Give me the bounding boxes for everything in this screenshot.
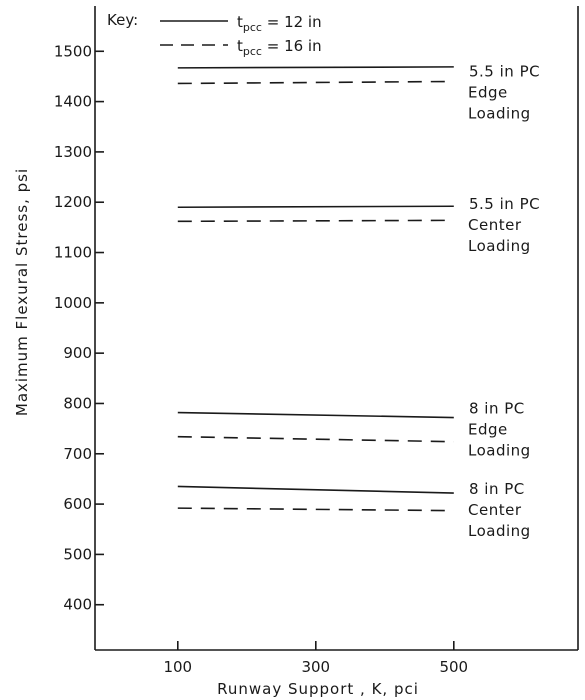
annotation-line: 8 in PC (469, 400, 525, 418)
y-tick-label: 600 (63, 495, 92, 513)
y-axis-ticks: 400 500 600 700 800 900 1000 1100 1200 1300 1400 15… (54, 42, 104, 614)
y-tick-label: 1000 (54, 294, 92, 312)
y-tick-label: 900 (63, 344, 92, 362)
dashed-series-line (177, 219, 454, 223)
dashed-series-line (177, 507, 454, 512)
curve-annotation: 5.5 in PC Edge Loading (468, 62, 540, 122)
y-tick-label: 1500 (54, 42, 92, 60)
solid-series-line (177, 205, 454, 209)
y-tick-label: 1200 (54, 193, 92, 211)
solid-series-line (177, 485, 454, 494)
annotation-line: 8 in PC (469, 480, 525, 498)
dashed-series-line (177, 435, 454, 443)
solid-series-line (177, 411, 454, 419)
x-tick-label: 100 (163, 658, 192, 676)
y-axis-title: Maximum Flexural Stress, psi (13, 168, 31, 416)
y-tick-label: 400 (63, 596, 92, 614)
y-tick-label: 1400 (54, 93, 92, 111)
x-axis-title: Runway Support , K, pci (217, 680, 419, 698)
annotation-line: Loading (468, 442, 531, 460)
dashed-series-line (177, 80, 454, 85)
x-axis-ticks: 100 300 500 (163, 641, 468, 676)
curve-annotation: 5.5 in PC Center Loading (468, 195, 540, 255)
y-tick-label: 800 (63, 394, 92, 412)
y-tick-label: 500 (63, 545, 92, 563)
x-tick-label: 500 (439, 658, 468, 676)
annotation-line: Loading (468, 237, 531, 255)
plot-frame (94, 6, 579, 651)
curve-annotation: 8 in PC Edge Loading (468, 400, 531, 460)
curve-annotation: 8 in PC Center Loading (468, 480, 531, 540)
legend-title: Key: (107, 11, 138, 29)
annotation-line: Center (468, 501, 522, 519)
y-tick-label: 1100 (54, 244, 92, 262)
x-tick-label: 300 (301, 658, 330, 676)
legend-label: tpcc = 16 in (237, 37, 322, 58)
annotation-line: Center (468, 216, 522, 234)
annotation-line: 5.5 in PC (469, 195, 540, 213)
legend-key: Key: tpcc = 12 in tpcc = 16 in (107, 11, 322, 58)
annotation-line: 5.5 in PC (469, 62, 540, 80)
solid-series-line (177, 66, 454, 69)
y-tick-label: 1300 (54, 143, 92, 161)
annotation-line: Loading (468, 104, 531, 122)
legend-label: tpcc = 12 in (237, 13, 322, 34)
annotation-line: Loading (468, 522, 531, 540)
annotation-line: Edge (468, 83, 508, 101)
y-tick-label: 700 (63, 445, 92, 463)
annotation-line: Edge (468, 421, 508, 439)
curve-annotations: 5.5 in PC Edge Loading 5.5 in PC Center Loadi… (468, 62, 540, 540)
series-lines (177, 66, 454, 512)
